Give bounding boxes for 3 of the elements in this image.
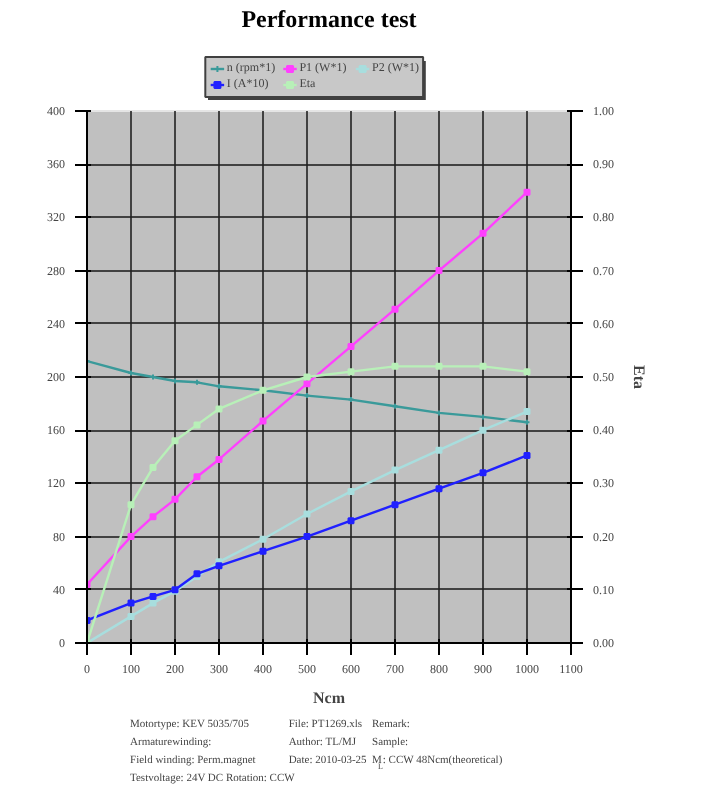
x-axis-title: Ncm: [313, 689, 346, 707]
y2-axis-title: Eta: [630, 365, 648, 389]
chart-title: Performance test: [241, 5, 417, 33]
